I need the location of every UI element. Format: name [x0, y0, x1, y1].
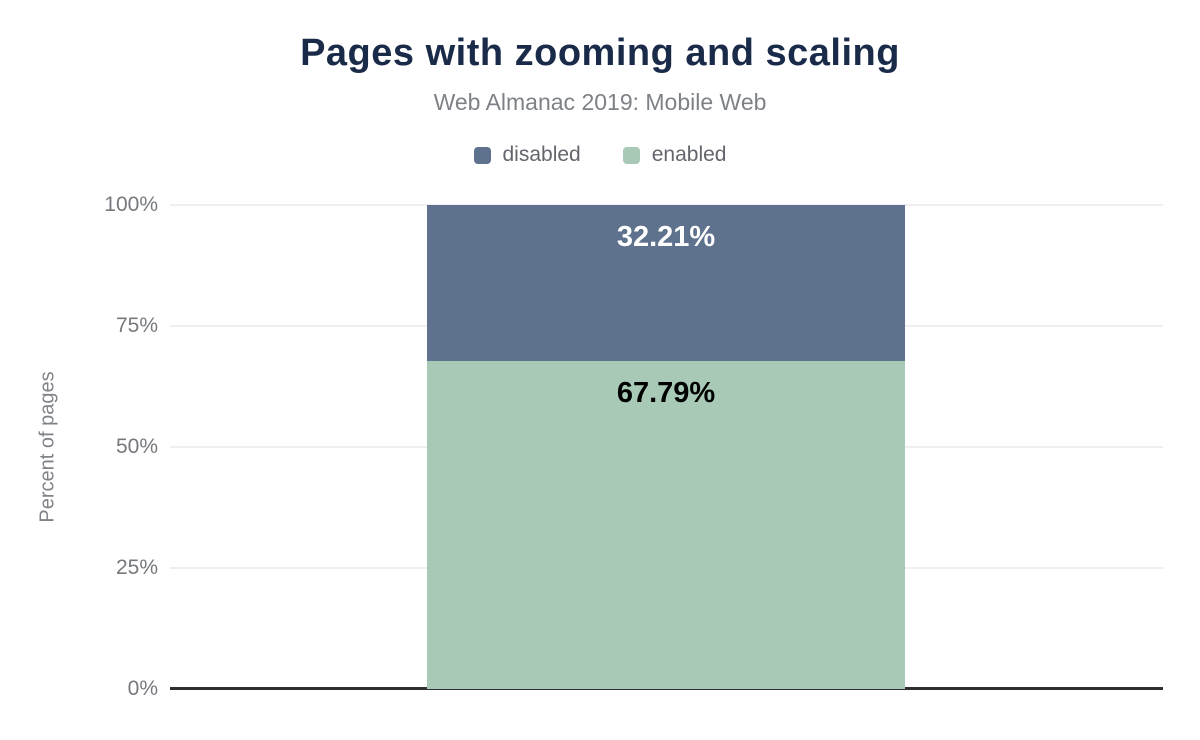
chart-title: Pages with zooming and scaling: [300, 32, 900, 74]
stacked-bar: 32.21% 67.79%: [427, 205, 905, 689]
y-axis-tick-labels: 0% 25% 50% 75% 100%: [0, 193, 158, 700]
plot-area: 32.21% 67.79%: [170, 204, 1163, 690]
bar-value-label-enabled: 67.79%: [616, 376, 716, 409]
bar-segment-enabled[interactable]: 67.79%: [427, 360, 905, 689]
chart-subtitle: Web Almanac 2019: Mobile Web: [433, 89, 767, 115]
y-tick-label-50: 50%: [115, 435, 158, 458]
legend-label-enabled: enabled: [651, 143, 727, 166]
enabled-swatch-icon: [622, 146, 640, 164]
legend-item-disabled[interactable]: disabled: [473, 143, 581, 167]
legend-item-enabled[interactable]: enabled: [622, 143, 727, 167]
bar-value-label-disabled: 32.21%: [616, 221, 716, 253]
legend-label-disabled: disabled: [502, 143, 581, 166]
bar-segment-disabled[interactable]: 32.21%: [427, 205, 905, 361]
disabled-swatch-icon: [473, 146, 491, 164]
y-tick-label-100: 100%: [104, 193, 158, 216]
y-tick-label-75: 75%: [115, 314, 158, 337]
y-tick-label-0: 0%: [127, 677, 158, 700]
y-tick-label-25: 25%: [115, 556, 158, 579]
legend: disabled enabled: [0, 143, 1200, 167]
